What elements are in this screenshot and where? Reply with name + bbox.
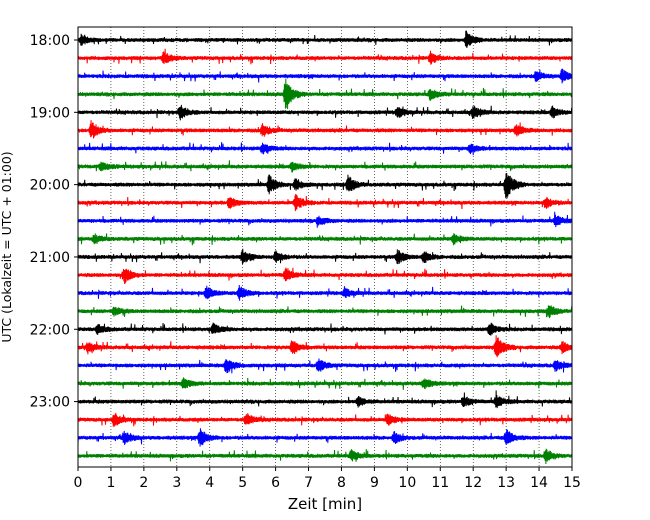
x-tick-label: 3 xyxy=(172,475,181,491)
y-tick-label: 18:00 xyxy=(30,33,70,49)
trace-2300 xyxy=(77,390,573,409)
x-tick-label: 9 xyxy=(370,475,379,491)
trace-2115 xyxy=(77,267,573,284)
y-tick-label: 20:00 xyxy=(30,178,70,194)
x-tick-label: 7 xyxy=(304,475,313,491)
x-tick-label: 10 xyxy=(398,475,416,491)
trace-1800 xyxy=(77,30,573,48)
y-tick-label: 19:00 xyxy=(30,105,70,121)
x-tick-label: 15 xyxy=(563,475,581,491)
trace-2215 xyxy=(77,335,573,358)
x-tick-label: 2 xyxy=(139,475,148,491)
trace-1930 xyxy=(77,142,573,156)
x-tick-label: 8 xyxy=(337,475,346,491)
trace-1945 xyxy=(77,160,573,173)
y-tick-label: 21:00 xyxy=(30,250,70,266)
trace-2100 xyxy=(77,248,573,265)
trace-2230 xyxy=(77,358,573,374)
x-tick-label: 1 xyxy=(106,475,115,491)
trace-2000 xyxy=(77,172,573,199)
x-tick-label: 5 xyxy=(238,475,247,491)
trace-1815 xyxy=(77,48,573,65)
x-axis-ticks: 0 1 2 3 4 5 6 7 8 9 10 11 12 13 14 15 xyxy=(74,467,581,491)
y-axis-ticks: 18:00 19:00 20:00 21:00 22:00 23:00 xyxy=(30,33,78,411)
trace-2345 xyxy=(77,448,573,464)
y-tick-label: 22:00 xyxy=(30,322,70,338)
trace-2145 xyxy=(77,305,573,319)
trace-1830 xyxy=(77,68,573,84)
x-tick-label: 4 xyxy=(205,475,214,491)
trace-2245 xyxy=(77,377,573,390)
x-tick-label: 14 xyxy=(530,475,548,491)
x-axis-label: Zeit [min] xyxy=(288,495,362,513)
trace-2030 xyxy=(77,211,573,228)
grid-lines xyxy=(110,27,540,467)
x-tick-label: 12 xyxy=(464,475,482,491)
trace-1845 xyxy=(77,78,573,110)
trace-2045 xyxy=(77,233,573,246)
trace-2330 xyxy=(77,428,573,447)
seismic-traces xyxy=(77,30,573,464)
y-tick-label: 23:00 xyxy=(30,395,70,411)
trace-2015 xyxy=(77,194,573,212)
trace-2315 xyxy=(77,412,573,427)
x-tick-label: 6 xyxy=(271,475,280,491)
x-tick-label: 0 xyxy=(74,475,83,491)
x-tick-label: 11 xyxy=(431,475,449,491)
trace-1900 xyxy=(77,104,573,121)
trace-2200 xyxy=(77,322,573,336)
plot-frame xyxy=(77,26,573,468)
trace-2130 xyxy=(77,285,573,301)
trace-1915 xyxy=(77,120,573,139)
y-axis-label: UTC (Lokalzeit = UTC + 01:00) xyxy=(0,151,14,342)
x-tick-label: 13 xyxy=(497,475,515,491)
